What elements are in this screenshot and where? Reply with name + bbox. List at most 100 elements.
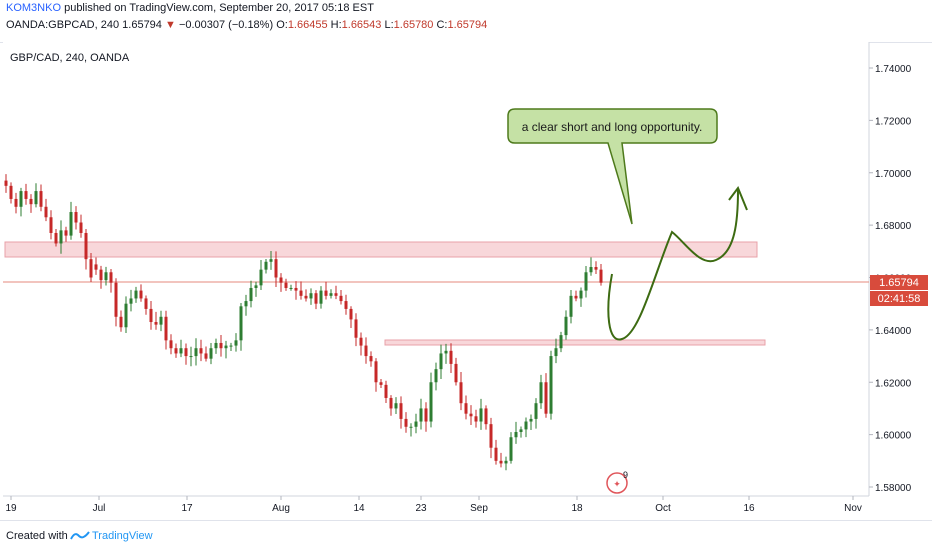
candle-body	[459, 382, 463, 404]
candle-body	[444, 350, 448, 354]
candle-body	[349, 308, 353, 320]
candle-body	[384, 384, 388, 398]
candle-body	[159, 316, 163, 325]
candle-body	[84, 232, 88, 260]
footer-bar: Created with TradingView	[0, 520, 932, 551]
event-badge-icon[interactable]	[606, 472, 628, 494]
candle-body	[484, 408, 488, 425]
event-badge-count: 9	[623, 470, 628, 480]
candle-body	[399, 403, 403, 419]
candlestick-series	[4, 174, 603, 471]
candle-body	[264, 261, 268, 270]
x-tick-label: 16	[743, 503, 755, 514]
candle-body	[69, 212, 73, 236]
candle-body	[539, 382, 543, 404]
x-tick-label: Oct	[655, 503, 671, 514]
candle-body	[284, 282, 288, 288]
last-price-tag-text: 1.65794	[879, 277, 919, 289]
candle-body	[574, 295, 578, 299]
candle-body	[109, 272, 113, 283]
candle-body	[489, 424, 493, 448]
candle-body	[19, 191, 23, 207]
candle-body	[429, 382, 433, 422]
candle-body	[119, 316, 123, 328]
publish-info: KOM3NKO published on TradingView.com, Se…	[6, 2, 374, 14]
candle-body	[89, 259, 93, 278]
tradingview-link[interactable]: TradingView	[92, 530, 153, 542]
candle-body	[9, 185, 13, 199]
candle-body	[49, 217, 53, 233]
support-zone[interactable]	[384, 339, 766, 346]
candle-body	[339, 295, 343, 302]
y-tick-label: 1.62000	[875, 378, 912, 389]
candle-body	[299, 290, 303, 296]
candle-body	[209, 348, 213, 359]
candle-body	[479, 408, 483, 422]
candle-body	[549, 356, 553, 414]
annotation-callout[interactable]	[507, 108, 718, 225]
candle-body	[194, 348, 198, 357]
candle-body	[374, 361, 378, 383]
candle-body	[219, 342, 223, 349]
candle-body	[524, 421, 528, 430]
candle-body	[104, 272, 108, 281]
change-text: −0.00307 (−0.18%)	[178, 19, 274, 31]
candle-body	[14, 198, 18, 207]
x-tick-label: 23	[415, 503, 427, 514]
candle-body	[234, 340, 238, 346]
candle-body	[179, 348, 183, 354]
x-tick-label: 19	[5, 503, 17, 514]
candle-body	[534, 403, 538, 419]
projection-arrow[interactable]	[607, 189, 739, 341]
y-tick-label: 1.74000	[875, 64, 912, 75]
candle-body	[29, 198, 33, 205]
resistance-zone[interactable]	[4, 241, 758, 258]
last-price-tag	[870, 275, 928, 290]
candle-body	[359, 337, 363, 346]
candle-body	[439, 353, 443, 370]
candle-body	[334, 293, 338, 296]
candle-body	[129, 298, 133, 304]
open-value: 1.66455	[287, 19, 328, 31]
candle-body	[114, 282, 118, 317]
candle-body	[224, 345, 228, 349]
candle-body	[509, 437, 513, 461]
candle-body	[199, 348, 203, 354]
x-tick-label: Nov	[844, 503, 862, 514]
candle-body	[294, 287, 298, 291]
candle-body	[169, 340, 173, 349]
candle-body	[594, 267, 598, 270]
down-arrow-icon: ▼	[164, 19, 176, 31]
candle-body	[304, 295, 308, 299]
candle-body	[34, 191, 38, 205]
candle-body	[314, 293, 318, 304]
x-tick-label: 14	[353, 503, 365, 514]
candle-body	[449, 350, 453, 364]
candle-body	[364, 345, 368, 357]
candle-body	[394, 403, 398, 409]
candle-body	[64, 230, 68, 236]
arrow-head-icon	[728, 185, 748, 211]
price-chart[interactable]: GBP/CAD, 240, OANDA 1.74000 1.72000 1.7000…	[0, 42, 932, 520]
candle-body	[244, 301, 248, 307]
candle-body	[434, 369, 438, 383]
y-tick-label: 1.70000	[875, 169, 912, 180]
candle-body	[154, 322, 158, 325]
candle-body	[254, 285, 258, 288]
high-value: 1.66543	[341, 19, 382, 31]
open-label: O:	[276, 19, 288, 31]
y-tick-label: 1.72000	[875, 116, 912, 127]
y-tick-label: 1.64000	[875, 326, 912, 337]
candle-body	[144, 298, 148, 309]
y-tick-label: 1.68000	[875, 221, 912, 232]
close-label: C:	[436, 19, 448, 31]
x-tick-label: 18	[571, 503, 583, 514]
candle-body	[319, 290, 323, 304]
candle-body	[134, 290, 138, 299]
x-axis-ticks: 19 Jul 17 Aug 14 23 Sep 18 Oct 16 Nov	[5, 496, 862, 514]
candle-body	[424, 408, 428, 422]
author-link[interactable]: KOM3NKO	[6, 2, 62, 14]
candle-body	[499, 460, 503, 464]
candle-body	[579, 290, 583, 299]
tradingview-logo-icon	[70, 531, 90, 540]
